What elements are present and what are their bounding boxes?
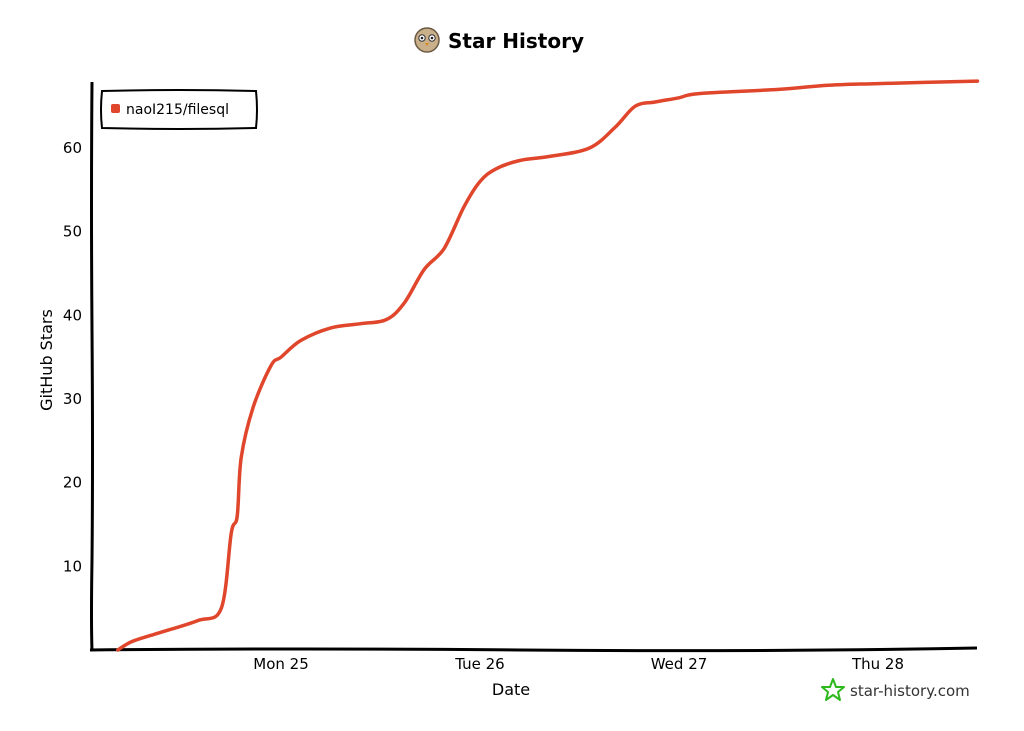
y-tick-label: 30 <box>63 390 82 408</box>
y-axis-title: GitHub Stars <box>37 309 56 411</box>
y-tick-label: 10 <box>63 557 82 575</box>
x-tick-label: Mon 25 <box>253 655 308 673</box>
x-tick-label: Thu 28 <box>851 655 904 673</box>
x-tick-label: Wed 27 <box>651 655 708 673</box>
chart-title-group: Star History <box>414 27 584 53</box>
y-tick-label: 50 <box>63 223 82 241</box>
legend-box <box>100 89 258 130</box>
legend: naoI215/filesql <box>100 89 258 130</box>
chart-title: Star History <box>448 29 584 53</box>
x-axis-line <box>89 646 978 653</box>
y-axis-ticks: 10 20 30 40 50 60 <box>63 139 82 575</box>
x-axis-ticks: Mon 25 Tue 26 Wed 27 Thu 28 <box>253 655 904 673</box>
watermark-text: star-history.com <box>850 682 970 700</box>
y-tick-label: 60 <box>63 139 82 157</box>
series-line <box>116 79 980 652</box>
owl-avatar-icon <box>414 27 440 53</box>
y-tick-label: 20 <box>63 474 82 492</box>
series-group <box>116 79 980 652</box>
watermark[interactable]: star-history.com <box>821 678 970 701</box>
star-icon <box>821 678 845 701</box>
x-tick-label: Tue 26 <box>454 655 504 673</box>
legend-label: naoI215/filesql <box>126 102 229 118</box>
x-axis-title: Date <box>492 680 530 699</box>
y-axis-line <box>90 81 94 652</box>
y-tick-label: 40 <box>63 306 82 324</box>
legend-swatch <box>111 104 120 113</box>
